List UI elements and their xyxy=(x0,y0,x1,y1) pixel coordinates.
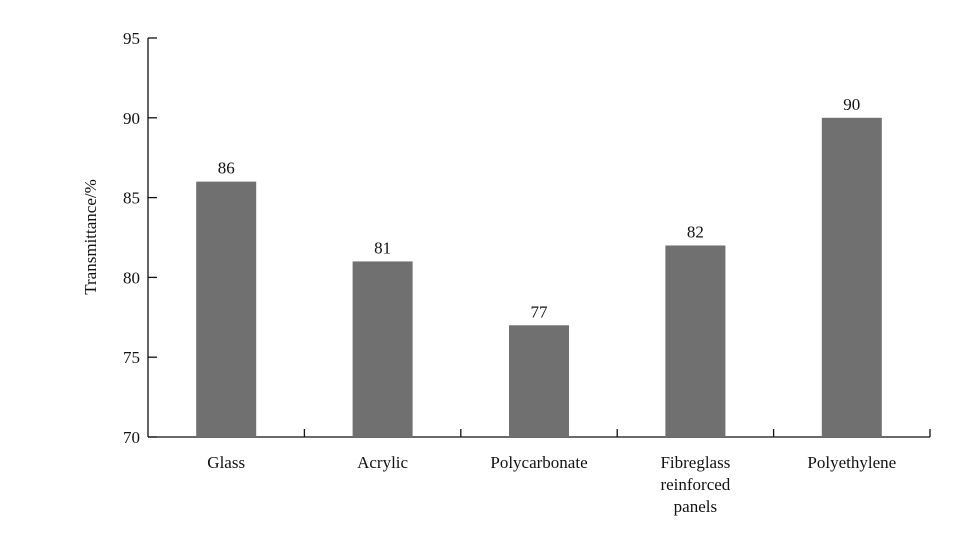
y-axis: 70 75 80 85 90 95 xyxy=(123,29,157,447)
data-labels: 86 81 77 82 90 xyxy=(218,95,861,321)
x-category-label: Polyethylene xyxy=(807,453,896,472)
y-tick-label: 90 xyxy=(123,109,140,128)
data-label: 86 xyxy=(218,159,235,178)
x-category-label-line: panels xyxy=(674,497,717,516)
y-tick-label: 75 xyxy=(123,348,140,367)
x-category-label: Glass xyxy=(207,453,245,472)
bar xyxy=(665,245,726,437)
data-label: 82 xyxy=(687,222,704,241)
bar xyxy=(821,117,882,438)
x-axis: Glass Acrylic Polycarbonate Fibreglass reinf… xyxy=(148,429,931,516)
x-category-label: Fibreglass reinforced panels xyxy=(660,453,730,516)
data-label: 77 xyxy=(531,302,549,321)
y-tick-label: 95 xyxy=(123,29,140,48)
x-category-label-line: reinforced xyxy=(660,475,730,494)
y-tick-label: 85 xyxy=(123,189,140,208)
x-category-label-line: Polyethylene xyxy=(807,453,896,472)
data-label: 81 xyxy=(374,238,391,257)
y-tick-label: 70 xyxy=(123,428,140,447)
x-category-label: Acrylic xyxy=(357,453,408,472)
x-category-label-line: Glass xyxy=(207,453,245,472)
x-category-label-line: Acrylic xyxy=(357,453,408,472)
y-tick-label: 80 xyxy=(123,268,140,287)
data-label: 90 xyxy=(843,95,860,114)
x-category-label: Polycarbonate xyxy=(490,453,587,472)
y-axis-title: Transmittance/% xyxy=(81,179,100,295)
bars xyxy=(196,117,882,438)
bar xyxy=(509,325,569,437)
x-category-label-line: Polycarbonate xyxy=(490,453,587,472)
x-category-label-line: Fibreglass xyxy=(660,453,730,472)
bar xyxy=(352,261,413,437)
bar xyxy=(196,181,257,437)
